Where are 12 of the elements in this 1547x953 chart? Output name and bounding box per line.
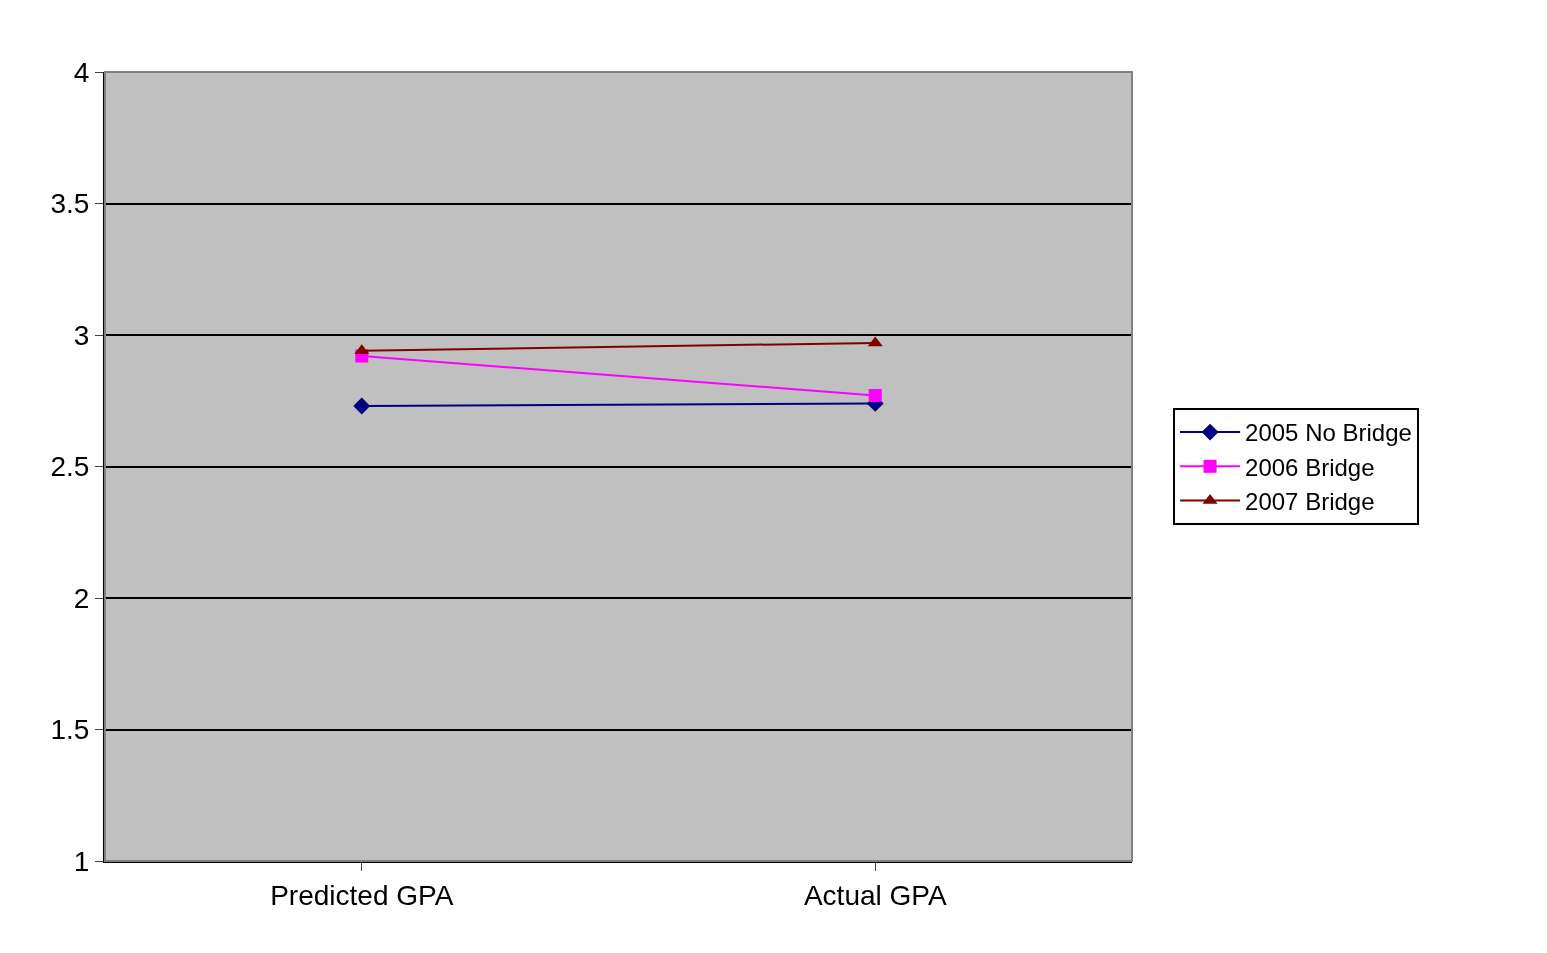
y-tick-label: 2.5	[50, 451, 90, 483]
x-tick-label: Predicted GPA	[270, 879, 454, 911]
legend-label: 2007 Bridge	[1245, 487, 1375, 515]
y-tick-label: 1	[73, 845, 90, 877]
legend-label: 2005 No Bridge	[1245, 419, 1412, 447]
legend-label: 2006 Bridge	[1245, 453, 1375, 481]
y-tick-label: 3.5	[50, 188, 90, 220]
y-tick-label: 3	[73, 319, 90, 351]
y-tick-label: 2	[73, 582, 90, 614]
y-tick-label: 1.5	[50, 714, 90, 746]
x-tick-label: Actual GPA	[803, 879, 947, 911]
y-tick-label: 4	[73, 56, 90, 88]
